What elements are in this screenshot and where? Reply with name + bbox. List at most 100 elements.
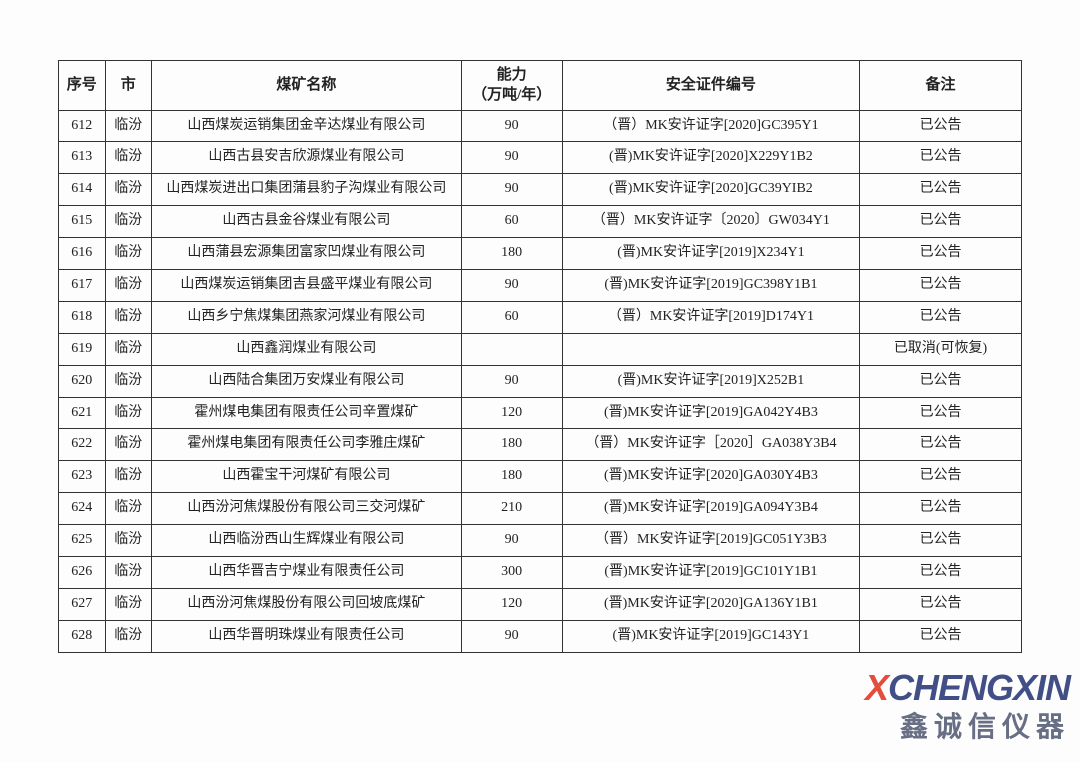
wm-x2: X [1013,667,1036,708]
cell-note: 已公告 [860,461,1022,493]
cell-cert: (晋)MK安许证字[2019]X252B1 [562,365,859,397]
cell-city: 临汾 [105,556,152,588]
cell-cap [461,333,562,365]
cell-note: 已公告 [860,238,1022,270]
table-row: 626临汾山西华晋吉宁煤业有限责任公司300(晋)MK安许证字[2019]GC1… [59,556,1022,588]
cell-city: 临汾 [105,301,152,333]
cell-name: 山西古县金谷煤业有限公司 [152,206,462,238]
cell-seq: 612 [59,110,106,142]
table-row: 620临汾山西陆合集团万安煤业有限公司90(晋)MK安许证字[2019]X252… [59,365,1022,397]
cell-note: 已公告 [860,620,1022,652]
cell-name: 霍州煤电集团有限责任公司李雅庄煤矿 [152,429,462,461]
cell-cert: (晋)MK安许证字[2019]X234Y1 [562,238,859,270]
cell-note: 已公告 [860,269,1022,301]
cell-city: 临汾 [105,397,152,429]
cell-note: 已公告 [860,174,1022,206]
mines-table: 序号 市 煤矿名称 能力 （万吨/年） 安全证件编号 备注 612临汾山西煤炭运… [58,60,1022,653]
cell-city: 临汾 [105,238,152,270]
cell-cap: 60 [461,301,562,333]
cell-cap: 180 [461,429,562,461]
cell-name: 山西霍宝干河煤矿有限公司 [152,461,462,493]
cell-cap: 90 [461,365,562,397]
wm-mid: CHENG [888,667,1013,708]
cell-note: 已公告 [860,493,1022,525]
cell-cap: 60 [461,206,562,238]
cell-name: 山西煤炭进出口集团蒲县豹子沟煤业有限公司 [152,174,462,206]
cell-cert: (晋)MK安许证字[2019]GC143Y1 [562,620,859,652]
cell-cert: (晋)MK安许证字[2019]GA094Y3B4 [562,493,859,525]
cell-name: 山西汾河焦煤股份有限公司回坡底煤矿 [152,588,462,620]
cell-city: 临汾 [105,174,152,206]
cell-name: 山西鑫润煤业有限公司 [152,333,462,365]
cell-cap: 120 [461,397,562,429]
table-row: 614临汾山西煤炭进出口集团蒲县豹子沟煤业有限公司90(晋)MK安许证字[202… [59,174,1022,206]
table-row: 621临汾霍州煤电集团有限责任公司辛置煤矿120(晋)MK安许证字[2019]G… [59,397,1022,429]
hdr-cap-l2: （万吨/年） [464,85,560,105]
cell-cert: (晋)MK安许证字[2019]GC101Y1B1 [562,556,859,588]
cell-seq: 620 [59,365,106,397]
cell-city: 临汾 [105,493,152,525]
cell-note: 已公告 [860,525,1022,557]
cell-name: 山西陆合集团万安煤业有限公司 [152,365,462,397]
cell-seq: 618 [59,301,106,333]
cell-seq: 617 [59,269,106,301]
cell-cap: 300 [461,556,562,588]
table-row: 622临汾霍州煤电集团有限责任公司李雅庄煤矿180（晋）MK安许证字［2020］… [59,429,1022,461]
cell-cap: 180 [461,461,562,493]
cell-seq: 626 [59,556,106,588]
cell-cap: 90 [461,142,562,174]
cell-note: 已公告 [860,206,1022,238]
table-row: 616临汾山西蒲县宏源集团富家凹煤业有限公司180(晋)MK安许证字[2019]… [59,238,1022,270]
cell-name: 山西汾河焦煤股份有限公司三交河煤矿 [152,493,462,525]
watermark-cn: 鑫诚信仪器 [865,705,1070,745]
cell-note: 已公告 [860,365,1022,397]
hdr-cap-l1: 能力 [464,65,560,85]
cell-city: 临汾 [105,269,152,301]
cell-cert: (晋)MK安许证字[2019]GA042Y4B3 [562,397,859,429]
watermark-brand: XCHENGXIN [865,667,1070,709]
cell-note: 已公告 [860,556,1022,588]
hdr-name: 煤矿名称 [152,61,462,111]
cell-city: 临汾 [105,429,152,461]
cell-seq: 616 [59,238,106,270]
cell-cert: (晋)MK安许证字[2020]X229Y1B2 [562,142,859,174]
cell-cert: （晋）MK安许证字[2020]GC395Y1 [562,110,859,142]
cell-name: 霍州煤电集团有限责任公司辛置煤矿 [152,397,462,429]
cell-cap: 180 [461,238,562,270]
cell-seq: 625 [59,525,106,557]
cell-city: 临汾 [105,333,152,365]
cell-name: 山西华晋吉宁煤业有限责任公司 [152,556,462,588]
hdr-capacity: 能力 （万吨/年） [461,61,562,111]
cell-cap: 90 [461,269,562,301]
cell-note: 已公告 [860,429,1022,461]
table-row: 612临汾山西煤炭运销集团金辛达煤业有限公司90（晋）MK安许证字[2020]G… [59,110,1022,142]
cell-name: 山西煤炭运销集团金辛达煤业有限公司 [152,110,462,142]
cell-city: 临汾 [105,206,152,238]
cell-cert: （晋）MK安许证字[2019]GC051Y3B3 [562,525,859,557]
table-row: 617临汾山西煤炭运销集团吉县盛平煤业有限公司90(晋)MK安许证字[2019]… [59,269,1022,301]
cell-name: 山西临汾西山生辉煤业有限公司 [152,525,462,557]
cell-cap: 90 [461,174,562,206]
cell-cert: (晋)MK安许证字[2020]GC39YIB2 [562,174,859,206]
cell-seq: 613 [59,142,106,174]
table-body: 612临汾山西煤炭运销集团金辛达煤业有限公司90（晋）MK安许证字[2020]G… [59,110,1022,652]
cell-city: 临汾 [105,461,152,493]
cell-city: 临汾 [105,365,152,397]
cell-seq: 614 [59,174,106,206]
table-row: 627临汾山西汾河焦煤股份有限公司回坡底煤矿120(晋)MK安许证字[2020]… [59,588,1022,620]
cell-name: 山西蒲县宏源集团富家凹煤业有限公司 [152,238,462,270]
cell-city: 临汾 [105,620,152,652]
table-row: 623临汾山西霍宝干河煤矿有限公司180(晋)MK安许证字[2020]GA030… [59,461,1022,493]
cell-cert: （晋）MK安许证字［2020］GA038Y3B4 [562,429,859,461]
table-row: 618临汾山西乡宁焦煤集团燕家河煤业有限公司60（晋）MK安许证字[2019]D… [59,301,1022,333]
page: 序号 市 煤矿名称 能力 （万吨/年） 安全证件编号 备注 612临汾山西煤炭运… [0,0,1080,763]
cell-name: 山西乡宁焦煤集团燕家河煤业有限公司 [152,301,462,333]
table-row: 625临汾山西临汾西山生辉煤业有限公司90（晋）MK安许证字[2019]GC05… [59,525,1022,557]
cell-name: 山西古县安吉欣源煤业有限公司 [152,142,462,174]
cell-cap: 90 [461,620,562,652]
table-row: 624临汾山西汾河焦煤股份有限公司三交河煤矿210(晋)MK安许证字[2019]… [59,493,1022,525]
cell-cert: （晋）MK安许证字〔2020〕GW034Y1 [562,206,859,238]
cell-city: 临汾 [105,110,152,142]
cell-seq: 628 [59,620,106,652]
wm-x1: X [865,667,888,708]
